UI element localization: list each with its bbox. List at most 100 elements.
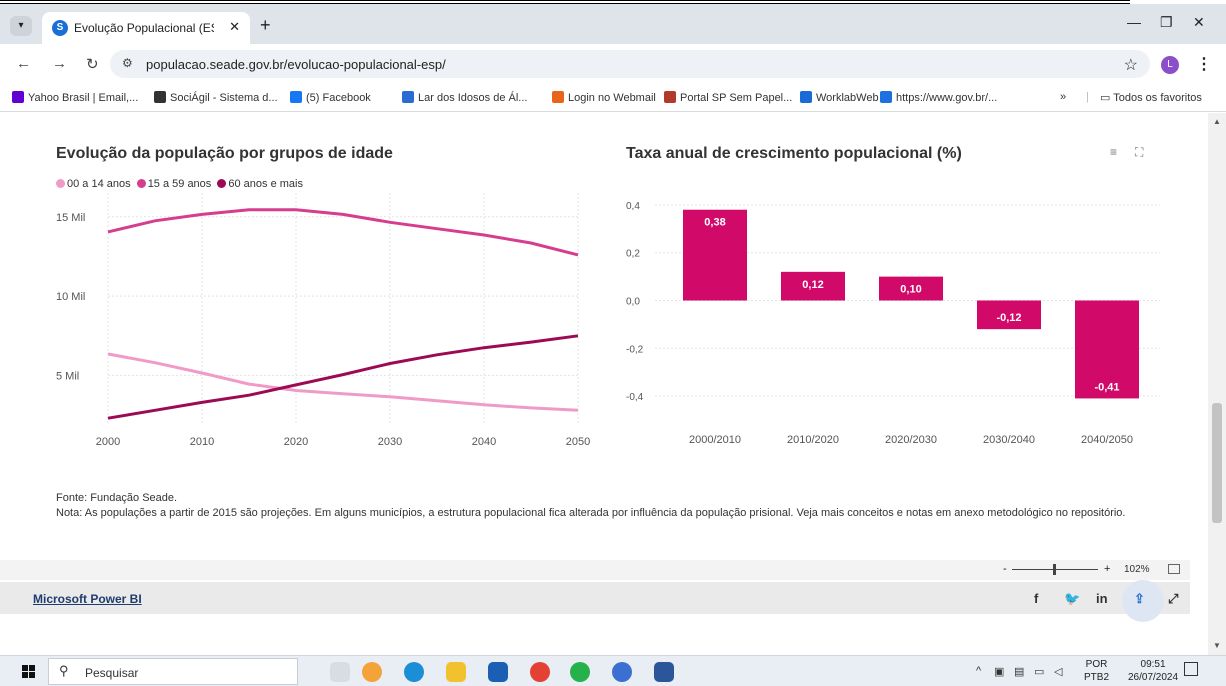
tab-active[interactable]: S Evolução Populacional (ESP) – S ✕	[42, 12, 250, 44]
focus-mode-icon[interactable]: ⛶	[1135, 145, 1144, 159]
x-tick-label: 2030/2040	[983, 434, 1035, 446]
bookmark-item[interactable]: SociÁgil - Sistema d...	[154, 91, 278, 104]
bookmark-favicon-icon	[664, 91, 676, 103]
y-tick-label: -0,2	[626, 344, 644, 355]
facebook-icon[interactable]: f	[1034, 591, 1039, 606]
bookmark-item[interactable]: (5) Facebook	[290, 91, 371, 104]
bar[interactable]	[683, 209, 747, 301]
address-bar[interactable]: ⚙ populacao.seade.gov.br/evolucao-popula…	[110, 50, 1150, 78]
file-explorer-icon[interactable]	[446, 662, 466, 682]
bookmark-item[interactable]: WorklabWeb	[800, 91, 879, 104]
mail-icon[interactable]	[488, 662, 508, 682]
widgets-icon[interactable]	[362, 662, 382, 682]
edge-icon[interactable]	[404, 662, 424, 682]
windows-start-icon[interactable]	[22, 665, 35, 678]
all-bookmarks-button[interactable]: ▭ Todos os favoritos	[1100, 91, 1202, 104]
legend-item[interactable]: 00 a 14 anos	[56, 178, 131, 190]
clock-date: 26/07/2024	[1128, 672, 1179, 683]
page-scrollbar[interactable]: ▲ ▼	[1208, 113, 1226, 655]
site-info-icon[interactable]: ⚙	[122, 56, 133, 70]
fit-to-page-icon[interactable]	[1168, 564, 1180, 574]
volume-icon[interactable]: ◁	[1054, 666, 1063, 678]
bookmark-item[interactable]: https://www.gov.br/...	[880, 91, 997, 104]
bar[interactable]	[879, 276, 943, 301]
bookmark-favicon-icon	[154, 91, 166, 103]
tab-close-icon[interactable]: ✕	[229, 19, 240, 34]
bar-chart[interactable]: 0,4 0,2 0,0 -0,2 -0,4 0,38 2000/2010 0,12 2010/2…	[600, 183, 1180, 453]
bar[interactable]	[781, 271, 845, 301]
language-indicator[interactable]: POR PTB2	[1084, 658, 1109, 684]
url-text[interactable]: populacao.seade.gov.br/evolucao-populaci…	[146, 57, 446, 72]
bookmark-item[interactable]: Lar dos Idosos de Ál...	[402, 91, 527, 104]
bookmark-favicon-icon	[552, 91, 564, 103]
tray-status-icon[interactable]: ▤	[1014, 666, 1025, 678]
x-tick-label: 2020/2030	[885, 434, 937, 446]
search-icon: ⚲	[59, 663, 69, 678]
bookmark-label: https://www.gov.br/...	[896, 92, 998, 104]
tab-search-button[interactable]: ▾	[10, 16, 32, 36]
windows-taskbar: ⚲ Pesquisar ^ ▣ ▤ ▭ ◁ POR PTB2 09:51 26/…	[0, 655, 1226, 686]
scroll-down-icon[interactable]: ▼	[1213, 641, 1221, 650]
series-line[interactable]	[107, 208, 579, 257]
bookmark-label: Login no Webmail	[568, 92, 656, 104]
keyboard-layout: PTB2	[1084, 672, 1110, 683]
bookmark-label: Lar dos Idosos de Ál...	[418, 92, 528, 104]
chrome-icon[interactable]	[530, 662, 550, 682]
zoom-in-button[interactable]: +	[1104, 563, 1111, 575]
x-tick-label: 2040/2050	[1081, 434, 1133, 446]
taskbar-search[interactable]: ⚲ Pesquisar	[48, 658, 298, 685]
series-line[interactable]	[107, 334, 579, 420]
bar[interactable]	[1075, 300, 1139, 399]
bookmark-item[interactable]: Portal SP Sem Papel...	[664, 91, 792, 104]
new-tab-button[interactable]: +	[260, 15, 271, 35]
bookmark-item[interactable]: Login no Webmail	[552, 91, 656, 104]
scroll-up-icon[interactable]: ▲	[1213, 117, 1221, 126]
browser-menu-icon[interactable]: ⋮	[1196, 56, 1212, 73]
y-tick-label: -0,4	[626, 392, 644, 403]
y-tick-label: 0,4	[626, 201, 640, 212]
filter-icon[interactable]: ≡	[1110, 145, 1118, 159]
scroll-thumb[interactable]	[1212, 403, 1222, 523]
legend-item[interactable]: 60 anos e mais	[217, 178, 303, 190]
bookmark-favicon-icon	[402, 91, 414, 103]
reload-icon[interactable]: ↻	[86, 56, 99, 73]
bookmark-item[interactable]: Yahoo Brasil | Email,...	[12, 91, 138, 104]
line-chart-legend: 00 a 14 anos 15 a 59 anos 60 anos e mais	[56, 178, 306, 190]
close-window-button[interactable]: ✕	[1193, 14, 1205, 30]
bookmark-star-icon[interactable]: ☆	[1123, 57, 1138, 74]
share-icon[interactable]: ⇪	[1134, 591, 1145, 606]
profile-avatar[interactable]: L	[1161, 56, 1179, 74]
clock[interactable]: 09:51 26/07/2024	[1128, 658, 1178, 684]
twitter-icon[interactable]: 🐦	[1064, 591, 1081, 606]
bar-value-label: 0,12	[802, 279, 823, 291]
tray-expand-icon[interactable]: ^	[976, 665, 982, 677]
bookmarks-overflow-button[interactable]: »	[1060, 91, 1067, 103]
series-line[interactable]	[107, 352, 579, 412]
app-icon[interactable]	[612, 662, 632, 682]
language-code: POR	[1085, 659, 1108, 670]
bookmarks-bar: Yahoo Brasil | Email,... SociÁgil - Siste…	[0, 84, 1226, 112]
tab-title: Evolução Populacional (ESP) – S	[74, 21, 214, 35]
legend-dot-icon	[56, 179, 65, 188]
whatsapp-icon[interactable]	[570, 662, 590, 682]
zoom-slider-handle[interactable]	[1053, 564, 1056, 575]
linkedin-icon[interactable]: in	[1096, 591, 1108, 606]
fullscreen-icon[interactable]: ⤢	[1168, 591, 1179, 606]
bar[interactable]	[977, 300, 1041, 330]
word-icon[interactable]	[654, 662, 674, 682]
tray-app-icon[interactable]: ▣	[994, 666, 1005, 678]
x-tick-label: 2030	[378, 436, 402, 448]
bar-chart-title: Taxa anual de crescimento populacional (…	[626, 145, 962, 162]
notifications-icon[interactable]	[1184, 662, 1198, 676]
back-icon[interactable]: ←	[16, 55, 31, 72]
line-chart[interactable]: 5 Mil 10 Mil 15 Mil 2000 2010 2020 2030 2040 205…	[0, 183, 600, 453]
minimize-button[interactable]: —	[1127, 14, 1141, 30]
x-tick-label: 2040	[472, 436, 496, 448]
task-view-icon[interactable]	[330, 662, 350, 682]
restore-button[interactable]: ❐	[1160, 14, 1173, 30]
legend-item[interactable]: 15 a 59 anos	[136, 178, 211, 190]
zoom-out-button[interactable]: -	[1003, 563, 1007, 575]
powerbi-link[interactable]: Microsoft Power BI	[33, 592, 142, 606]
network-icon[interactable]: ▭	[1034, 666, 1045, 678]
forward-icon[interactable]: →	[52, 55, 67, 72]
